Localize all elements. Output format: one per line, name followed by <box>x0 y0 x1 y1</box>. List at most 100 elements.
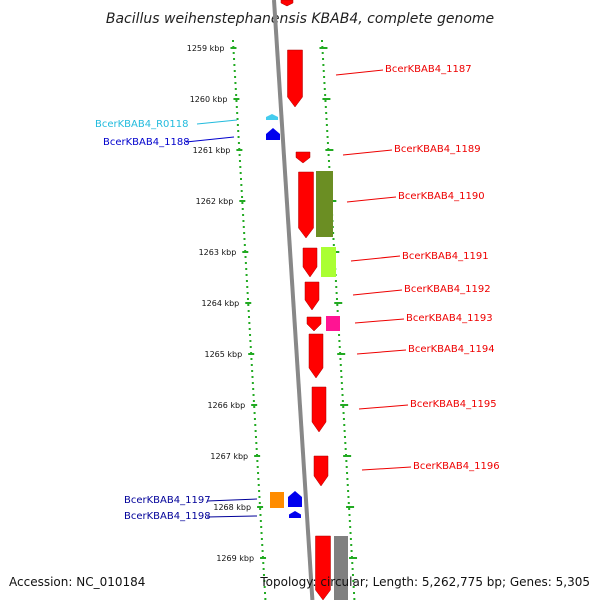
scale-dot <box>325 118 328 120</box>
scale-dot <box>321 52 324 54</box>
accession-text: Accession: NC_010184 <box>9 575 145 589</box>
scale-dot <box>251 370 254 372</box>
scale-dot <box>338 346 341 348</box>
gene-feature <box>313 455 329 487</box>
scale-dot <box>326 142 329 144</box>
scale-dot <box>347 502 350 504</box>
scale-dot <box>257 478 260 480</box>
scale-dot <box>240 184 243 186</box>
scale-dot <box>340 370 343 372</box>
scale-dot <box>343 424 346 426</box>
scale-dot <box>351 574 354 576</box>
scale-dot <box>262 568 265 570</box>
scale-dot <box>236 124 239 126</box>
annotation-block <box>326 316 340 331</box>
scale-dot <box>348 514 351 516</box>
scale-dot <box>351 562 354 564</box>
tick-label: 1267 kbp <box>210 452 248 461</box>
scale-dot <box>335 286 338 288</box>
scale-dot <box>242 220 245 222</box>
gene-label: BcerKBAB4_1193 <box>406 313 493 324</box>
gene-feature <box>306 316 322 332</box>
scale-dot <box>353 592 356 594</box>
scale-dot <box>253 418 256 420</box>
gene-labels: BcerKBAB4_1187 BcerKBAB4_R0118 BcerKBAB4_1… <box>95 64 500 522</box>
scale-dot <box>341 388 344 390</box>
gene-label: BcerKBAB4_1189 <box>394 144 481 155</box>
topology-text: Topology: circular; Length: 5,262,775 bp… <box>259 575 590 589</box>
scale-dot <box>248 322 251 324</box>
scale-dot <box>324 106 327 108</box>
scale-dot <box>338 334 341 336</box>
scale-dot <box>349 532 352 534</box>
gene-label: BcerKBAB4_1188 <box>103 137 190 148</box>
gene-feature <box>289 511 301 518</box>
tick-label: 1260 kbp <box>190 95 228 104</box>
scale-dot <box>250 364 253 366</box>
scale-dot <box>256 466 259 468</box>
scale-dot <box>338 340 341 342</box>
leader-line <box>185 136 235 143</box>
scale-dot <box>264 592 267 594</box>
scale-dot <box>254 430 257 432</box>
scale-dot <box>332 244 335 246</box>
scale-dot <box>340 382 343 384</box>
scale-dot <box>245 280 248 282</box>
scale-dot <box>233 58 236 60</box>
scale-dot <box>249 334 252 336</box>
gene-feature <box>295 151 311 164</box>
scale-dot <box>245 268 248 270</box>
tick-label: 1263 kbp <box>199 248 237 257</box>
gene-label: BcerKBAB4_1197 <box>124 495 211 506</box>
leader-line <box>354 318 405 324</box>
scale-dot <box>336 310 339 312</box>
gene-feature <box>315 535 331 600</box>
scale-dot <box>352 580 355 582</box>
leader-line <box>358 404 409 410</box>
scale-dot <box>245 274 248 276</box>
tick-label: 1265 kbp <box>205 350 243 359</box>
gene-feature <box>288 491 302 507</box>
scale-dot <box>263 580 266 582</box>
scale-dot <box>346 484 349 486</box>
scale-dot <box>255 448 258 450</box>
scale-dot <box>345 466 348 468</box>
leader-line <box>206 515 258 518</box>
scale-dot <box>323 76 326 78</box>
scale-dot <box>328 166 331 168</box>
annotation-block <box>316 171 333 237</box>
scale-dot <box>233 64 236 66</box>
gene-label: BcerKBAB4_1196 <box>413 461 500 472</box>
scale-dot <box>257 484 260 486</box>
scale-dot <box>353 598 356 600</box>
scale-dot <box>240 190 243 192</box>
scale-dot <box>251 376 254 378</box>
scale-dot <box>345 460 348 462</box>
scale-dot <box>321 40 323 42</box>
scale-dot <box>237 136 240 138</box>
scale-dot <box>336 304 339 306</box>
scale-dot <box>342 418 345 420</box>
scale-dot <box>232 52 235 54</box>
leader-line <box>346 196 397 203</box>
tick-label: 1268 kbp <box>213 503 251 512</box>
gene-feature <box>308 333 324 379</box>
scale-dot <box>234 82 237 84</box>
scale-dot <box>258 490 261 492</box>
scale-dot <box>252 394 255 396</box>
scale-dot <box>252 400 255 402</box>
scale-dot <box>264 598 267 600</box>
scale-dot <box>244 262 247 264</box>
scale-dot <box>325 124 328 126</box>
scale-dot <box>322 58 325 60</box>
scale-dot <box>253 406 256 408</box>
scale-dot <box>341 394 344 396</box>
scale-dot <box>350 544 353 546</box>
scale-dot <box>322 70 325 72</box>
annotation-block <box>321 247 336 277</box>
scale-dot <box>257 472 260 474</box>
scale-dot <box>241 196 244 198</box>
backbone-line <box>272 0 315 600</box>
scale-dot <box>256 460 259 462</box>
scale-dot <box>332 232 335 234</box>
